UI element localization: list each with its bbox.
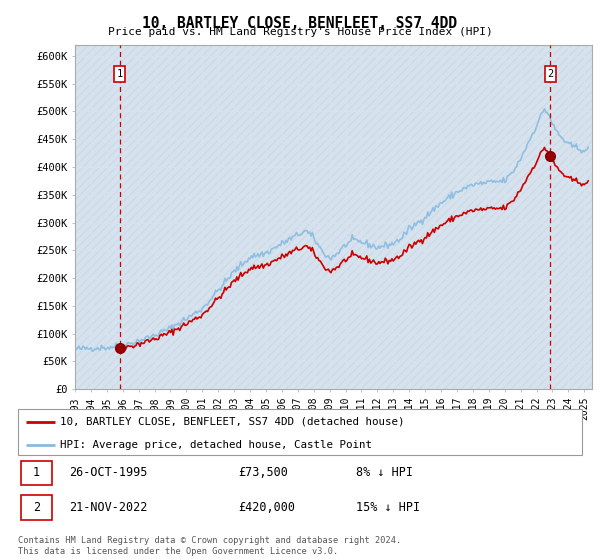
Text: 10, BARTLEY CLOSE, BENFLEET, SS7 4DD: 10, BARTLEY CLOSE, BENFLEET, SS7 4DD <box>143 16 458 31</box>
FancyBboxPatch shape <box>21 496 52 520</box>
Text: 10, BARTLEY CLOSE, BENFLEET, SS7 4DD (detached house): 10, BARTLEY CLOSE, BENFLEET, SS7 4DD (de… <box>60 417 405 427</box>
FancyBboxPatch shape <box>21 460 52 485</box>
Text: Price paid vs. HM Land Registry's House Price Index (HPI): Price paid vs. HM Land Registry's House … <box>107 27 493 37</box>
Text: 21-NOV-2022: 21-NOV-2022 <box>69 501 147 514</box>
Text: HPI: Average price, detached house, Castle Point: HPI: Average price, detached house, Cast… <box>60 440 372 450</box>
Text: 26-OCT-1995: 26-OCT-1995 <box>69 466 147 479</box>
Text: £73,500: £73,500 <box>238 466 288 479</box>
Text: 2: 2 <box>547 69 553 79</box>
Text: 1: 1 <box>116 69 122 79</box>
Text: 1: 1 <box>33 466 40 479</box>
Text: 8% ↓ HPI: 8% ↓ HPI <box>356 466 413 479</box>
Text: 15% ↓ HPI: 15% ↓ HPI <box>356 501 421 514</box>
FancyBboxPatch shape <box>18 409 582 455</box>
Text: £420,000: £420,000 <box>238 501 295 514</box>
Text: Contains HM Land Registry data © Crown copyright and database right 2024.
This d: Contains HM Land Registry data © Crown c… <box>18 536 401 556</box>
Text: 2: 2 <box>33 501 40 514</box>
